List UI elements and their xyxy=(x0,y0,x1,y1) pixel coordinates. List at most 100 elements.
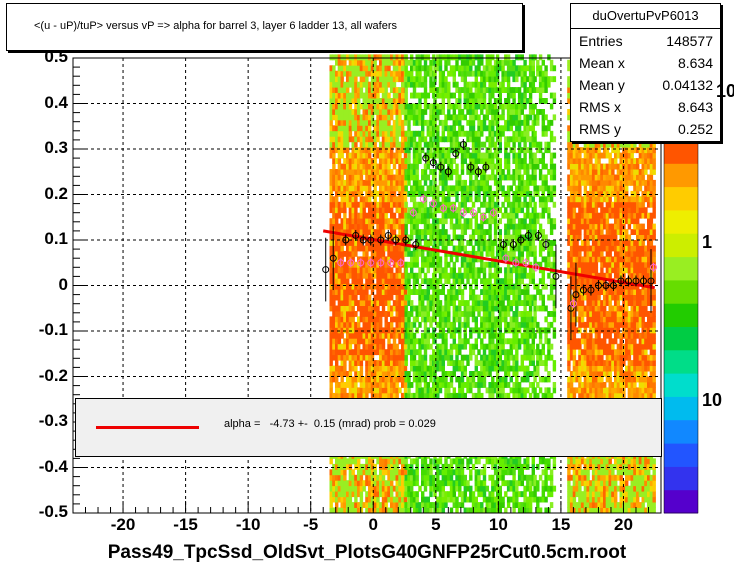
heatmap-cell xyxy=(362,332,366,339)
heatmap-cell xyxy=(404,92,408,99)
heatmap-cell xyxy=(365,98,369,104)
heatmap-cell xyxy=(337,114,342,121)
heatmap-cell xyxy=(429,212,433,219)
heatmap-cell xyxy=(449,458,454,465)
heatmap-cell xyxy=(407,283,411,290)
heatmap-cell xyxy=(387,141,391,148)
heatmap-cell xyxy=(398,245,402,252)
heatmap-cell xyxy=(482,376,487,383)
heatmap-cell xyxy=(449,327,454,334)
heatmap-cell xyxy=(463,152,467,159)
heatmap-cell xyxy=(477,387,481,394)
heatmap-cell xyxy=(365,289,369,295)
heatmap-cell xyxy=(501,278,505,285)
heatmap-cell xyxy=(515,294,519,301)
heatmap-cell xyxy=(426,261,430,268)
heatmap-cell xyxy=(368,92,372,99)
heatmap-cell xyxy=(412,223,417,230)
heatmap-cell xyxy=(365,169,369,175)
heatmap-cell xyxy=(482,114,487,121)
heatmap-cell xyxy=(404,201,408,208)
heatmap-cell xyxy=(423,103,428,110)
heatmap-cell xyxy=(401,130,405,137)
heatmap-cell xyxy=(517,289,522,295)
heatmap-cell xyxy=(506,496,511,503)
heatmap-cell xyxy=(441,229,445,235)
heatmap-cell xyxy=(381,332,386,339)
heatmap-cell xyxy=(332,125,336,132)
heatmap-cell xyxy=(501,130,505,137)
heatmap-cell xyxy=(415,109,419,115)
heatmap-cell xyxy=(332,163,336,170)
heatmap-cell xyxy=(407,261,411,268)
heatmap-cell xyxy=(477,458,481,465)
heatmap-cell xyxy=(515,212,519,219)
heatmap-cell xyxy=(485,59,489,66)
heatmap-cell xyxy=(517,283,522,290)
heatmap-cell xyxy=(359,54,364,61)
heatmap-cell xyxy=(370,70,375,77)
heatmap-cell xyxy=(370,349,375,356)
heatmap-cell xyxy=(329,491,333,498)
heatmap-cell xyxy=(337,190,342,197)
heatmap-cell xyxy=(463,141,467,148)
heatmap-cell xyxy=(474,212,478,219)
heatmap-cell xyxy=(368,59,372,66)
heatmap-cell xyxy=(390,185,394,192)
heatmap-cell xyxy=(368,114,372,121)
heatmap-cell xyxy=(455,502,459,508)
heatmap-cell xyxy=(491,169,495,175)
heatmap-cell xyxy=(407,109,411,115)
heatmap-cell xyxy=(491,387,495,394)
heatmap-cell xyxy=(384,300,388,306)
heatmap-cell xyxy=(384,365,388,372)
heatmap-cell xyxy=(340,130,344,137)
heatmap-cell xyxy=(504,54,508,61)
heatmap-cell xyxy=(495,245,500,252)
heatmap-cell xyxy=(455,349,459,356)
heatmap-cell xyxy=(477,114,481,121)
heatmap-cell xyxy=(381,392,386,399)
heatmap-cell xyxy=(351,294,355,301)
heatmap-cell xyxy=(418,190,422,197)
heatmap-cell xyxy=(379,485,383,492)
heatmap-cell xyxy=(515,169,519,175)
heatmap-cell xyxy=(410,300,414,306)
heatmap-cell xyxy=(433,354,437,361)
heatmap-cell xyxy=(404,245,408,252)
heatmap-cell xyxy=(412,179,417,186)
heatmap-cell xyxy=(438,59,443,66)
heatmap-cell xyxy=(455,256,459,263)
heatmap-cell xyxy=(415,261,419,268)
heatmap-cell xyxy=(506,190,511,197)
heatmap-cell xyxy=(401,365,405,372)
heatmap-cell xyxy=(373,382,377,388)
heatmap-cell xyxy=(392,474,397,481)
heatmap-cell xyxy=(491,272,495,279)
heatmap-cell xyxy=(418,130,422,137)
heatmap-cell xyxy=(432,327,436,334)
heatmap-cell xyxy=(474,81,478,88)
heatmap-cell xyxy=(498,300,502,306)
heatmap-cell xyxy=(447,321,451,328)
heatmap-cell xyxy=(337,507,342,514)
heatmap-cell xyxy=(458,316,462,323)
heatmap-cell xyxy=(444,92,448,99)
heatmap-cell xyxy=(463,196,467,203)
heatmap-cell xyxy=(441,474,445,481)
heatmap-cell xyxy=(370,496,375,503)
heatmap-cell xyxy=(335,272,339,279)
heatmap-cell xyxy=(340,272,344,279)
heatmap-cell xyxy=(415,207,419,214)
heatmap-cell xyxy=(376,272,380,279)
heatmap-cell xyxy=(329,376,333,383)
heatmap-cell xyxy=(410,163,414,170)
heatmap-cell xyxy=(509,354,513,361)
heatmap-cell xyxy=(381,305,386,312)
heatmap-cell xyxy=(368,87,372,93)
heatmap-cell xyxy=(407,141,411,148)
heatmap-cell xyxy=(509,92,513,99)
heatmap-cell xyxy=(474,223,478,230)
heatmap-cell xyxy=(512,223,516,230)
heatmap-cell xyxy=(501,59,505,66)
